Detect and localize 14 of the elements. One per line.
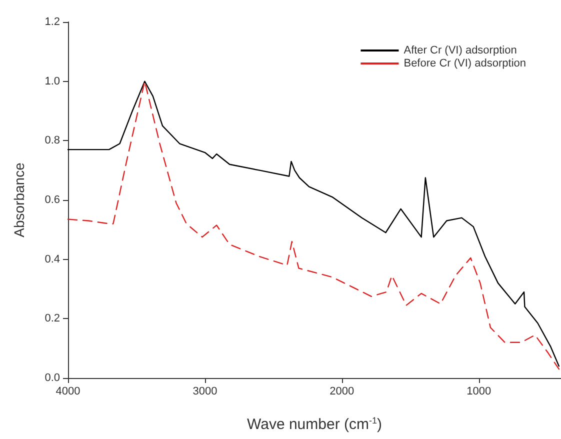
y-tick-label: 0.2 [44,312,60,325]
legend-label: Before Cr (VI) adsorption [404,58,526,70]
x-tick-label: 4000 [56,386,80,398]
legend-label: After Cr (VI) adsorption [404,44,517,56]
y-tick-label: 0.4 [44,253,60,266]
y-tick-label: 0.6 [44,194,60,206]
y-tick-label: 1.2 [44,16,60,28]
y-tick-label: 1.0 [44,75,60,88]
y-tick-label: 0.8 [44,134,60,147]
x-tick-label: 3000 [192,386,218,398]
y-axis-title: Absorbance [11,162,27,238]
y-tick-label: 0.0 [44,372,60,384]
x-tick-label: 2000 [330,386,354,398]
x-tick-label: 1000 [466,386,492,398]
